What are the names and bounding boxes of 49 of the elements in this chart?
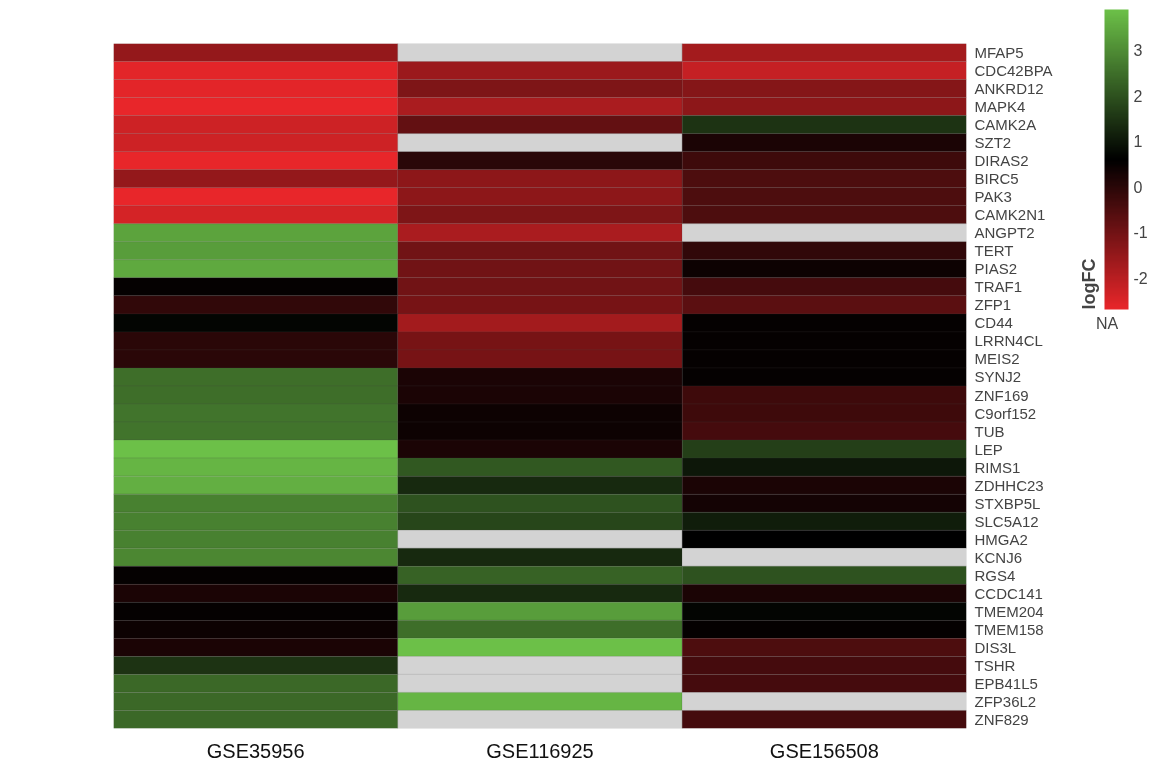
y-tick-label: STXBP5L: [974, 494, 1041, 512]
y-tick-label: ZDHHC23: [974, 476, 1044, 494]
color-bar-label: -2: [1133, 269, 1148, 287]
y-tick-label: MAPK4: [974, 98, 1026, 116]
color-bar-title: logFC: [1078, 258, 1099, 310]
y-tick-label: ZFP1: [974, 296, 1012, 314]
y-tick-label: ZNF829: [974, 710, 1029, 728]
y-tick-label: C9orf152: [974, 404, 1037, 422]
y-tick-label: RIMS1: [974, 458, 1021, 476]
y-tick-label: DIS3L: [974, 638, 1017, 656]
color-bar-label: 2: [1133, 87, 1143, 105]
y-tick-label: TSHR: [974, 656, 1016, 674]
y-tick-label: CD44: [974, 314, 1013, 332]
y-tick-label: TUB: [974, 422, 1005, 440]
y-tick-label: ZFP36L2: [974, 692, 1037, 710]
y-tick-label: ZNF169: [974, 386, 1029, 404]
y-tick-label: CCDC141: [974, 584, 1043, 602]
y-tick-label: TMEM158: [974, 620, 1044, 638]
y-tick-label: CAMK2A: [974, 116, 1037, 134]
text: NA: [1096, 315, 1119, 333]
y-tick-label: SZT2: [974, 134, 1012, 152]
color-bar-label: -1: [1133, 224, 1148, 242]
y-tick-label: EPB41L5: [974, 674, 1038, 692]
y-tick-label: CAMK2N1: [974, 206, 1046, 224]
y-tick-label: CDC42BPA: [974, 62, 1053, 80]
y-tick-label: PIAS2: [974, 260, 1018, 278]
y-tick-label: KCNJ6: [974, 548, 1023, 566]
color-bar-label: 0: [1133, 178, 1143, 196]
y-tick-label: BIRC5: [974, 170, 1019, 188]
y-tick-label: TRAF1: [974, 278, 1023, 296]
y-tick-label: SYNJ2: [974, 368, 1022, 386]
y-tick-label: MEIS2: [974, 350, 1020, 368]
y-tick-label: LRRN4CL: [974, 332, 1043, 350]
x-tick-label: GSE35956: [206, 739, 305, 762]
y-tick-label: ANGPT2: [974, 224, 1035, 242]
y-tick-label: ANKRD12: [974, 80, 1044, 98]
y-tick-label: TMEM204: [974, 602, 1044, 620]
x-tick-label: GSE116925: [486, 739, 594, 762]
y-tick-label: TERT: [974, 242, 1014, 260]
y-tick-label: SLC5A12: [974, 512, 1039, 530]
y-tick-label: MFAP5: [974, 44, 1024, 62]
color-bar-label: 1: [1133, 133, 1143, 151]
y-tick-label: LEP: [974, 440, 1003, 458]
y-tick-label: HMGA2: [974, 530, 1028, 548]
y-tick-label: DIRAS2: [974, 152, 1029, 170]
y-tick-label: PAK3: [974, 188, 1012, 206]
y-tick-label: RGS4: [974, 566, 1016, 584]
x-tick-label: GSE156508: [769, 739, 879, 762]
color-bar-label: 3: [1133, 42, 1143, 60]
